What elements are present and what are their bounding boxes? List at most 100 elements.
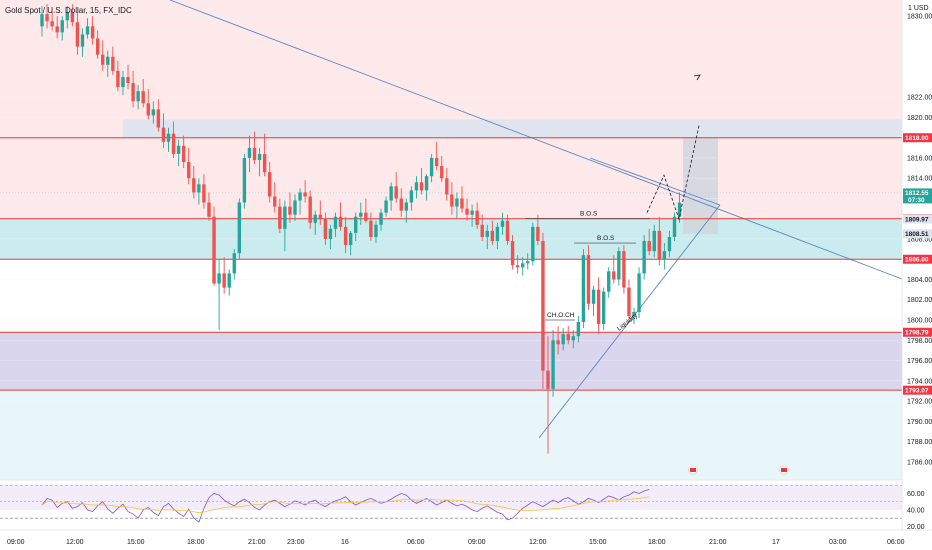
time-tick: 21:00 [248,539,266,546]
candle-body [227,273,231,288]
candle-body [333,216,338,229]
price-axis-background [902,0,932,550]
price-tick: 1786.00 [907,459,932,466]
price-tick: 1820.00 [907,115,932,122]
price-tag-time: 07:30 [908,197,925,204]
time-tick: 18:00 [187,539,205,546]
candle-body [369,220,373,237]
candle-body [475,210,479,225]
time-tick: 21:00 [709,539,727,546]
candle-body [379,212,383,225]
candle-body [232,253,236,274]
price-tick: 1800.00 [907,318,932,325]
candle-body [262,153,267,173]
candle-body [237,202,242,254]
candle-body [354,216,358,233]
candle-body [176,145,181,154]
price-tag [903,214,932,224]
candle-body [409,190,414,203]
candle-body [257,153,262,160]
time-tick: 15:00 [589,539,607,546]
candle-body [566,334,570,341]
candle-body [293,200,297,215]
candle-body [242,157,247,203]
candle-body [131,83,135,102]
candle-body [667,236,672,252]
price-tag-value: 1806.00 [905,257,929,264]
candle-body [75,22,80,47]
candle-body [677,202,682,217]
candle-body [207,202,211,217]
candle-body [247,147,252,158]
premium-bg [0,0,902,219]
price-tick: 1790.00 [907,419,932,426]
flag-icon [781,468,787,472]
candle-body [101,54,105,65]
price-tick: 1798.00 [907,338,932,345]
candle-body [515,265,520,268]
bos-label: B.O.S [597,235,615,242]
price-tag-value: 1812.55 [905,190,929,197]
candle-body [500,220,505,227]
projection-arrowhead [693,74,701,81]
candle-body [106,56,110,65]
candle-body [126,76,130,84]
candle-body [546,370,550,389]
time-tick: 09:00 [7,539,25,546]
candle-body [596,289,601,325]
candle-body [217,273,221,284]
candle-body [146,103,150,116]
trend-lines [0,0,903,439]
candle-body [318,214,322,219]
candle-body [586,255,591,304]
candle-body [136,91,140,102]
descending-trendline [169,0,903,280]
candle-body [510,241,515,266]
price-tag-value: 1818.00 [905,135,929,142]
candle-body [465,208,469,215]
candle-body [440,166,444,179]
price-tag [903,188,932,204]
candle-body [541,241,545,371]
price-axis[interactable]: 1 USD 1786.00 1788.00 1790.00 1792.00 1794.00… [901,0,932,531]
price-tick: 1792.00 [907,399,932,406]
target-box [683,137,718,234]
candle-body [450,194,454,207]
price-tick: 1794.00 [907,378,932,385]
price-tag-value: 1809.97 [905,216,929,223]
candle-body [505,220,510,242]
candle-body [151,109,156,116]
candle-body [617,251,621,280]
time-axis-background [0,530,932,550]
candle-body [338,216,343,227]
candle-body [156,109,161,128]
price-tag [903,385,932,395]
candle-body [171,133,176,154]
candle-body [181,145,186,163]
candle-body [166,133,171,142]
time-tick: 09:00 [468,539,486,546]
price-tick: 1814.00 [907,176,932,183]
zone-discount [0,332,902,391]
candle-body [571,336,575,341]
candle-body [389,186,393,201]
candle-body [455,198,459,207]
price-tag [903,133,932,143]
candle-body [273,196,277,207]
candle-body [50,21,54,27]
time-tick: 16 [341,539,349,546]
time-tick: 06:00 [887,539,905,546]
price-tick: 1830.00 [907,14,932,21]
candle-body [313,214,317,223]
candle-body [561,334,565,345]
candle-body [652,230,656,252]
time-axis[interactable]: 09:00 12:00 15:00 18:00 21:00 23:00 16 06:00 09:… [0,529,932,546]
candle-body [607,271,611,292]
candle-body [212,216,216,284]
candle-body [55,26,59,33]
candle-body [328,228,333,239]
candle-body [657,230,662,260]
price-tag-value: 1808.51 [905,231,929,238]
